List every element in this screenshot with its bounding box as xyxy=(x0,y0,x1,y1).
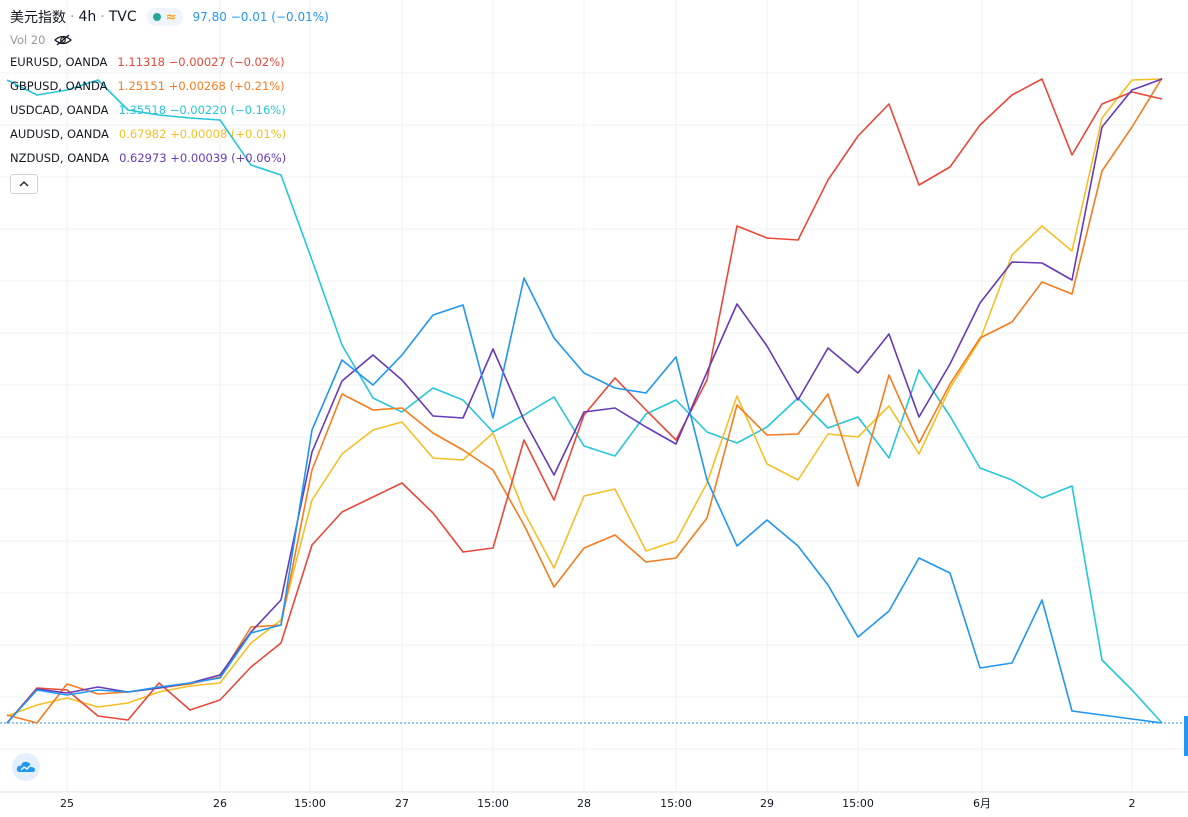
comparison-symbol: EURUSD, OANDA xyxy=(10,55,108,69)
eye-off-icon[interactable] xyxy=(53,34,72,46)
x-tick-label: 28 xyxy=(577,797,591,810)
comparison-row[interactable]: USDCAD, OANDA 1.35518 −0.00220 (−0.16%) xyxy=(10,98,329,122)
main-last-value: 97.80 −0.01 (−0.01%) xyxy=(193,10,329,24)
x-tick-label: 25 xyxy=(60,797,74,810)
x-tick-label: 29 xyxy=(760,797,774,810)
comparison-row[interactable]: NZDUSD, OANDA 0.62973 +0.00039 (+0.06%) xyxy=(10,146,329,170)
nzdusd-series-line[interactable] xyxy=(6,78,1163,724)
market-open-icon xyxy=(152,13,161,21)
eurusd-series-line[interactable] xyxy=(6,78,1163,724)
comparison-row[interactable]: AUDUSD, OANDA 0.67982 +0.00008 (+0.01%) xyxy=(10,122,329,146)
dxy-series-line[interactable] xyxy=(6,277,1163,724)
comparison-symbol: GBPUSD, OANDA xyxy=(10,79,108,93)
main-series-title[interactable]: 美元指数 · 4h · TVC ≈ 97.80 −0.01 (−0.01%) xyxy=(10,6,329,28)
comparison-list: EURUSD, OANDA 1.11318 −0.00027 (−0.02%) GB… xyxy=(10,50,329,170)
interval-label: 4h xyxy=(78,9,97,25)
x-tick-label: 15:00 xyxy=(842,797,874,810)
separator: · xyxy=(100,9,105,25)
volume-row[interactable]: Vol 20 xyxy=(10,30,329,50)
comparison-symbol: USDCAD, OANDA xyxy=(10,103,109,117)
comparison-row[interactable]: GBPUSD, OANDA 1.25151 +0.00268 (+0.21%) xyxy=(10,74,329,98)
exchange-label: TVC xyxy=(108,9,137,25)
delayed-data-icon: ≈ xyxy=(165,9,177,25)
usdcad-series-line[interactable] xyxy=(6,79,1163,724)
symbol-name: 美元指数 xyxy=(10,10,66,26)
x-tick-label: 26 xyxy=(213,797,227,810)
comparison-value: 1.11318 −0.00027 (−0.02%) xyxy=(117,55,285,69)
volume-label: Vol 20 xyxy=(10,33,46,47)
comparison-row[interactable]: EURUSD, OANDA 1.11318 −0.00027 (−0.02%) xyxy=(10,50,329,74)
x-tick-label: 2 xyxy=(1129,797,1136,810)
cloud-logo-icon xyxy=(16,761,35,772)
series-lines xyxy=(6,77,1163,724)
x-tick-label: 15:00 xyxy=(294,797,326,810)
comparison-symbol: AUDUSD, OANDA xyxy=(10,127,109,141)
last-price: 97.80 xyxy=(192,10,227,24)
horizontal-gridlines xyxy=(0,72,1188,750)
x-tick-label: 15:00 xyxy=(477,797,509,810)
vertical-gridlines xyxy=(66,0,1133,792)
chevron-up-icon xyxy=(19,181,29,187)
legend: 美元指数 · 4h · TVC ≈ 97.80 −0.01 (−0.01%) V… xyxy=(10,6,329,194)
separator: · xyxy=(70,9,75,25)
comparison-value: 0.67982 +0.00008 (+0.01%) xyxy=(118,127,287,141)
x-tick-label: 6月 xyxy=(973,797,991,810)
price-change: −0.01 xyxy=(230,10,268,24)
tradingview-logo[interactable] xyxy=(12,753,40,781)
x-tick-label: 15:00 xyxy=(660,797,692,810)
comparison-symbol: NZDUSD, OANDA xyxy=(10,151,110,165)
x-tick-label: 27 xyxy=(395,797,409,810)
comparison-value: 1.25151 +0.00268 (+0.21%) xyxy=(117,79,285,93)
audusd-series-line[interactable] xyxy=(6,78,1163,717)
comparison-value: 0.62973 +0.00039 (+0.06%) xyxy=(119,151,287,165)
market-status-pill[interactable]: ≈ xyxy=(146,8,183,26)
time-axis: 25 26 15:00 27 15:00 28 15:00 29 15:00 6月 2 xyxy=(60,797,1136,810)
price-scale-marker xyxy=(1184,716,1188,756)
price-change-pct: (−0.01%) xyxy=(271,10,329,24)
comparison-value: 1.35518 −0.00220 (−0.16%) xyxy=(118,103,286,117)
collapse-legend-button[interactable] xyxy=(10,174,38,194)
